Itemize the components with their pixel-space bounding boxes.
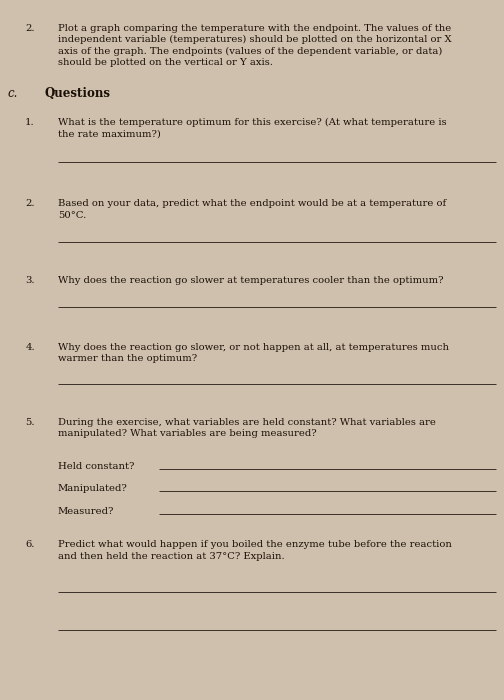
- Text: Plot a graph comparing the temperature with the endpoint. The values of the
inde: Plot a graph comparing the temperature w…: [58, 24, 452, 67]
- Text: Held constant?: Held constant?: [58, 462, 135, 471]
- Text: Why does the reaction go slower at temperatures cooler than the optimum?: Why does the reaction go slower at tempe…: [58, 276, 444, 285]
- Text: During the exercise, what variables are held constant? What variables are
manipu: During the exercise, what variables are …: [58, 418, 436, 438]
- Text: What is the temperature optimum for this exercise? (At what temperature is
the r: What is the temperature optimum for this…: [58, 118, 447, 138]
- Text: 6.: 6.: [25, 540, 35, 550]
- Text: 1.: 1.: [25, 118, 35, 127]
- Text: 3.: 3.: [25, 276, 35, 285]
- Text: 2.: 2.: [25, 24, 35, 33]
- Text: c.: c.: [8, 87, 18, 100]
- Text: Predict what would happen if you boiled the enzyme tube before the reaction
and : Predict what would happen if you boiled …: [58, 540, 452, 561]
- Text: Measured?: Measured?: [58, 507, 114, 516]
- Text: 4.: 4.: [25, 343, 35, 352]
- Text: 2.: 2.: [25, 199, 35, 209]
- Text: Why does the reaction go slower, or not happen at all, at temperatures much
warm: Why does the reaction go slower, or not …: [58, 343, 449, 363]
- Text: Questions: Questions: [44, 87, 110, 100]
- Text: 5.: 5.: [25, 418, 35, 427]
- Text: Manipulated?: Manipulated?: [58, 484, 128, 494]
- Text: Based on your data, predict what the endpoint would be at a temperature of
50°C.: Based on your data, predict what the end…: [58, 199, 446, 220]
